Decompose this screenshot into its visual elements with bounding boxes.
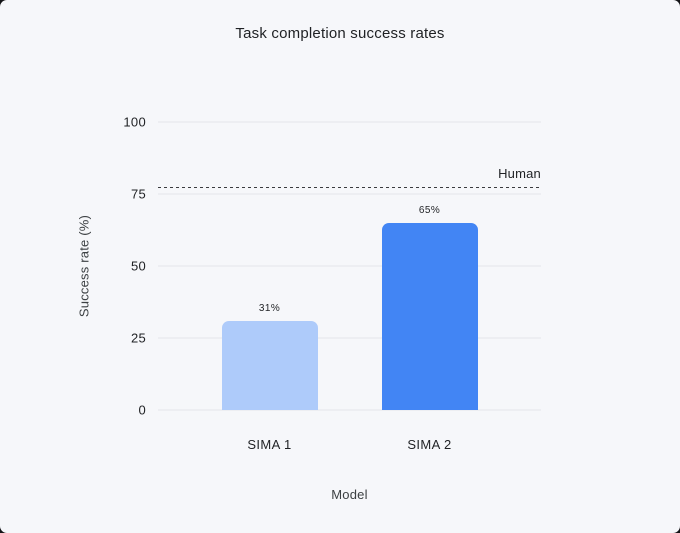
gridline bbox=[158, 337, 541, 339]
y-axis: 0 25 50 75 100 bbox=[0, 115, 146, 418]
bar bbox=[221, 320, 318, 410]
gridline bbox=[158, 193, 541, 195]
x-tick-label: SIMA 2 bbox=[407, 437, 452, 452]
bar-value-label: 31% bbox=[258, 302, 281, 314]
x-tick-label: SIMA 1 bbox=[247, 437, 292, 452]
chart-title: Task completion success rates bbox=[235, 25, 445, 42]
bar bbox=[381, 222, 478, 410]
bar-group-sima-2: 65% bbox=[381, 122, 478, 410]
bar-value-label: 65% bbox=[418, 204, 441, 216]
gridline bbox=[158, 409, 541, 411]
y-tick-label: 75 bbox=[130, 186, 146, 202]
gridline bbox=[158, 121, 541, 123]
bar-group-sima-1: 31% bbox=[221, 122, 318, 410]
y-tick-label: 25 bbox=[130, 330, 146, 346]
human-baseline-line bbox=[158, 187, 541, 189]
x-axis-title: Model bbox=[331, 487, 368, 502]
human-baseline-label: Human bbox=[498, 166, 541, 182]
x-tick-labels: SIMA 1 SIMA 2 bbox=[158, 437, 541, 452]
y-tick-label: 50 bbox=[130, 258, 146, 274]
y-tick-label: 0 bbox=[138, 402, 146, 418]
gridline bbox=[158, 265, 541, 267]
bars: 31% 65% bbox=[158, 122, 541, 410]
plot-area: Human 31% 65% bbox=[158, 121, 541, 411]
y-tick-label: 100 bbox=[123, 114, 146, 130]
